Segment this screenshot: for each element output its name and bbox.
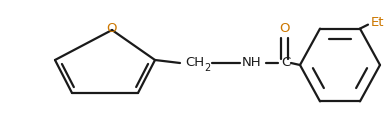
- Text: O: O: [107, 22, 117, 34]
- Text: CH: CH: [186, 57, 205, 70]
- Text: C: C: [281, 57, 291, 70]
- Text: O: O: [280, 22, 290, 34]
- Text: NH: NH: [242, 57, 262, 70]
- Text: Et: Et: [371, 16, 385, 29]
- Text: 2: 2: [204, 63, 210, 73]
